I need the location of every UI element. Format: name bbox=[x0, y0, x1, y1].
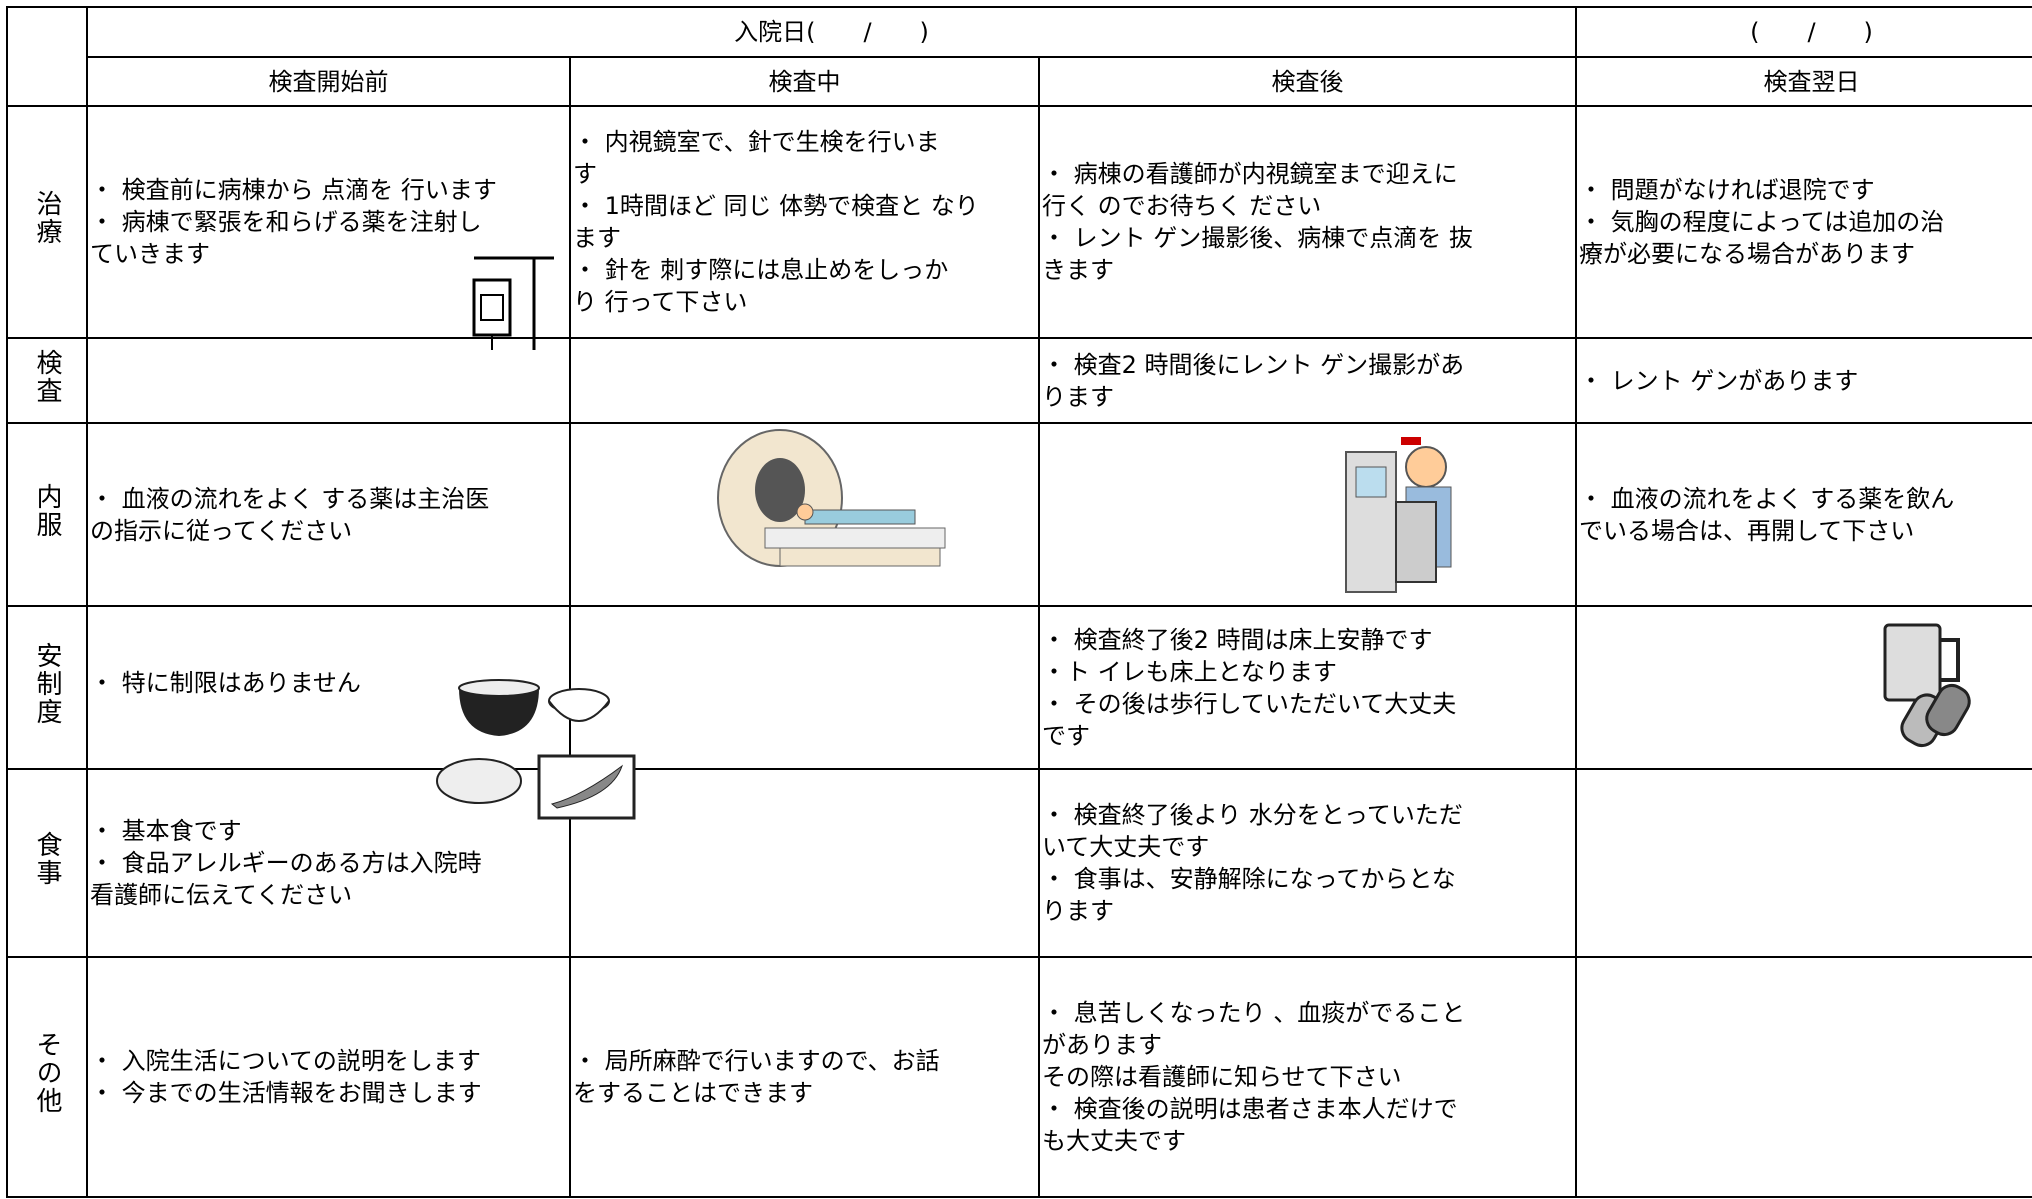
cell: ・ 問題がなければ退院です・ 気胸の程度によっては追加の治 療が必要になる場合があ… bbox=[1575, 105, 2032, 339]
cell: ・ 血液の流れをよく する薬は主治医 の指示に従ってください bbox=[86, 422, 571, 607]
cell-line: ていきます bbox=[90, 240, 210, 268]
row-label: 安制度 bbox=[32, 641, 62, 726]
cell bbox=[569, 768, 1040, 958]
row-label: 内服 bbox=[32, 482, 62, 539]
table-row: 内服・ 血液の流れをよく する薬は主治医 の指示に従ってください・ 血液の流れをよ… bbox=[6, 422, 2032, 607]
cell-line: ・ 息苦しくなったり 、血痰がでること bbox=[1042, 999, 1466, 1027]
cell-line: の指示に従ってください bbox=[90, 516, 353, 545]
cell-line: ・ 食事は、安静解除になってからとな bbox=[1042, 865, 1456, 893]
row-label-cell: その他 bbox=[6, 956, 88, 1198]
cell-line: ・ 針を 刺す際には息止めをしっか bbox=[573, 256, 949, 284]
drip-illustration bbox=[472, 256, 554, 350]
cell-line: でいる場合は、再開して下さい bbox=[1579, 516, 1915, 545]
cell-line: ・ 検査2 時間後にレント ゲン撮影があ bbox=[1042, 350, 1465, 379]
cell-line: をすることはできます bbox=[573, 1079, 813, 1107]
cell-line: ・ 特に制限はありません bbox=[90, 669, 361, 697]
cell-line: ・ 血液の流れをよく する薬を飲ん bbox=[1579, 484, 1955, 513]
cell-line: ります bbox=[1042, 382, 1114, 411]
cell-line: 行く のでお待ちく ださい bbox=[1042, 192, 1322, 220]
row-label: 治療 bbox=[32, 190, 62, 246]
table-row: 食事・ 基本食です・ 食品アレルギーのある方は入院時 看護師に伝えてください ・ 検… bbox=[6, 768, 2032, 958]
cell-line: 看護師に伝えてください bbox=[90, 881, 353, 909]
schedule-table: 入院日( / ) ( / ) 検査開始前 検査中 検査後 検査翌日 治療・ 検査前に病… bbox=[6, 6, 2032, 1198]
cell: ・ 血液の流れをよく する薬を飲ん でいる場合は、再開して下さい bbox=[1575, 422, 2032, 607]
cell-line: ・ 基本食です bbox=[90, 817, 242, 845]
row-label: 食事 bbox=[32, 831, 62, 887]
cell-line: ・ 検査終了後2 時間は床上安静です bbox=[1042, 625, 1433, 654]
cell-line: ・ 食品アレルギーのある方は入院時 bbox=[90, 849, 482, 877]
cell bbox=[569, 605, 1040, 770]
cell: ・ 検査終了後2 時間は床上安静です ・ト イレも床上となります・ その後は歩行し… bbox=[1038, 605, 1577, 770]
cell: ・ レント ゲンがあります bbox=[1575, 337, 2032, 424]
row-label-cell: 治療 bbox=[6, 105, 88, 339]
cell-line: ・ 1時間ほど 同じ 体勢で検査と なり bbox=[573, 192, 979, 220]
cell-line: ・ 検査終了後より 水分をとっていただ bbox=[1042, 801, 1463, 829]
cell-line: です bbox=[1042, 721, 1090, 750]
row-label-cell: 内服 bbox=[6, 422, 88, 607]
cell: ・ 入院生活についての説明をします・ 今までの生活情報をお聞きします bbox=[86, 956, 571, 1198]
cell-line: ・ 気胸の程度によっては追加の治 bbox=[1579, 208, 1945, 236]
xray-technician-illustration bbox=[1345, 437, 1452, 593]
cell bbox=[86, 337, 571, 424]
row-label: その他 bbox=[32, 1031, 62, 1115]
column-header: 検査開始前 bbox=[86, 56, 571, 107]
cell: ・ 内視鏡室で、針で生検を行います・ 1時間ほど 同じ 体勢で検査と なり ます・… bbox=[569, 105, 1040, 339]
cell: ・ 息苦しくなったり 、血痰がでること がありますその際は看護師に知らせて下さい・… bbox=[1038, 956, 1577, 1198]
cell-line: ・ 検査後の説明は患者さま本人だけで bbox=[1042, 1095, 1458, 1123]
cell: ・ 局所麻酔で行いますので、お話 をすることはできます bbox=[569, 956, 1040, 1198]
row-label-cell: 安制度 bbox=[6, 605, 88, 770]
column-header: 検査後 bbox=[1038, 56, 1577, 107]
corner bbox=[6, 6, 88, 107]
cell-line: ・ 病棟の看護師が内視鏡室まで迎えに bbox=[1042, 160, 1458, 188]
cell: ・ 特に制限はありません bbox=[86, 605, 571, 770]
cell-line: その際は看護師に知らせて下さい bbox=[1042, 1063, 1402, 1091]
cell-line: り 行って下さい bbox=[573, 288, 748, 316]
cell-line: ます bbox=[573, 224, 621, 252]
cell: ・ 検査2 時間後にレント ゲン撮影があ ります bbox=[1038, 337, 1577, 424]
cell-line: ・ト イレも床上となります bbox=[1042, 657, 1337, 686]
meal-illustration bbox=[436, 679, 636, 820]
column-header: 検査翌日 bbox=[1575, 56, 2032, 107]
table-row: 安制度・ 特に制限はありません ・ 検査終了後2 時間は床上安静です ・ト イレも床… bbox=[6, 605, 2032, 770]
cell-line: ります bbox=[1042, 897, 1114, 925]
cell-line: も大丈夫です bbox=[1042, 1127, 1186, 1155]
cell-line: す bbox=[573, 160, 597, 188]
table-row: 治療・ 検査前に病棟から 点滴を 行います・ 病棟で緊張を和らげる薬を注射し てい… bbox=[6, 105, 2032, 339]
cell-line: ・ レント ゲンがあります bbox=[1579, 366, 1859, 395]
cell: ・ 病棟の看護師が内視鏡室まで迎えに 行く のでお待ちく ださい・ レント ゲン撮… bbox=[1038, 105, 1577, 339]
cell-line: ・ 検査前に病棟から 点滴を 行います bbox=[90, 176, 497, 204]
ct-scanner-illustration bbox=[717, 429, 946, 567]
cell-line: ・ その後は歩行していただいて大丈夫 bbox=[1042, 689, 1457, 718]
row-label-cell: 検査 bbox=[6, 337, 88, 424]
cell: ・ 検査終了後より 水分をとっていただ いて大丈夫です・ 食事は、安静解除になって… bbox=[1038, 768, 1577, 958]
cell-line: ・ 病棟で緊張を和らげる薬を注射し bbox=[90, 208, 482, 236]
table-row: その他・ 入院生活についての説明をします・ 今までの生活情報をお聞きします・ 局… bbox=[6, 956, 2032, 1198]
cell bbox=[1038, 422, 1577, 607]
cell-line: ・ 入院生活についての説明をします bbox=[90, 1047, 481, 1075]
next-day-date: ( / ) bbox=[1575, 6, 2032, 58]
cell bbox=[569, 337, 1040, 424]
cell-line: 療が必要になる場合があります bbox=[1579, 240, 1915, 268]
row-label-cell: 食事 bbox=[6, 768, 88, 958]
column-header: 検査中 bbox=[569, 56, 1040, 107]
cell-line: ・ 問題がなければ退院です bbox=[1579, 176, 1875, 204]
admission-day: 入院日( / ) bbox=[86, 6, 1577, 58]
cell-line: ・ 局所麻酔で行いますので、お話 bbox=[573, 1047, 940, 1075]
table-row: 検査・ 検査2 時間後にレント ゲン撮影があ ります・ レント ゲンがあります bbox=[6, 337, 2032, 424]
cell-line: ・ 内視鏡室で、針で生検を行いま bbox=[573, 128, 940, 156]
cell bbox=[1575, 956, 2032, 1198]
cell-line: ・ 今までの生活情報をお聞きします bbox=[90, 1079, 482, 1107]
cell-line: いて大丈夫です bbox=[1042, 833, 1210, 861]
cup-and-pills-illustration bbox=[1883, 623, 1971, 748]
cell bbox=[1575, 768, 2032, 958]
cell-line: きます bbox=[1042, 256, 1114, 284]
cell-line: ・ 血液の流れをよく する薬は主治医 bbox=[90, 484, 490, 513]
row-label: 検査 bbox=[32, 348, 62, 405]
cell-line: があります bbox=[1042, 1031, 1162, 1059]
cell-line: ・ レント ゲン撮影後、病棟で点滴を 抜 bbox=[1042, 224, 1473, 252]
